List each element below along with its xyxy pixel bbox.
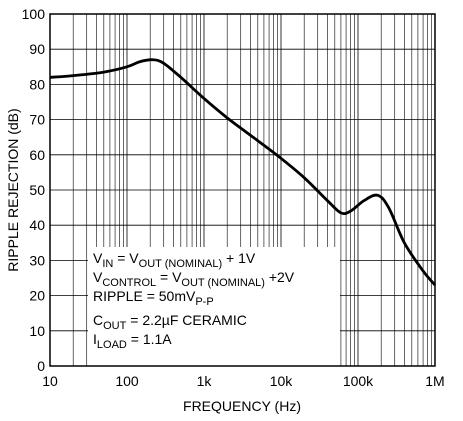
annotation-line: COUT = 2.2µF CERAMIC xyxy=(93,312,247,332)
annotation-subscript: P-P xyxy=(195,296,213,308)
annotation-text: = 1.1A xyxy=(127,331,172,347)
y-tick-label: 30 xyxy=(29,252,45,268)
annotation-subscript: OUT xyxy=(103,320,127,332)
annotation-line: ILOAD = 1.1A xyxy=(93,331,172,351)
annotation-text: V xyxy=(93,250,103,266)
annotation-text: = V xyxy=(156,269,182,285)
annotation-text: + 1V xyxy=(222,250,256,266)
y-tick-label: 20 xyxy=(29,288,45,304)
y-tick-label: 70 xyxy=(29,112,45,128)
x-axis-title: FREQUENCY (Hz) xyxy=(183,398,301,414)
x-tick-label: 1k xyxy=(197,373,213,389)
y-tick-label: 50 xyxy=(29,182,45,198)
annotation-subscript: CONTROL xyxy=(102,277,156,289)
y-axis-title: RIPPLE REJECTION (dB) xyxy=(5,108,21,271)
y-tick-label: 80 xyxy=(29,76,45,92)
y-tick-label: 40 xyxy=(29,217,45,233)
annotation-box xyxy=(88,247,340,366)
annotation-text: = 2.2µF CERAMIC xyxy=(126,312,246,328)
annotation-line: RIPPLE = 50mVP-P xyxy=(93,288,214,308)
annotation-line: VIN = VOUT (NOMINAL) + 1V xyxy=(93,250,256,270)
annotation-text: V xyxy=(93,269,103,285)
annotation-subscript: OUT (NOMINAL) xyxy=(139,258,223,270)
y-tick-label: 90 xyxy=(29,41,45,57)
annotation-text: I xyxy=(93,331,97,347)
x-tick-label: 1M xyxy=(425,373,444,389)
plot-frame xyxy=(49,13,436,367)
x-tick-label: 100k xyxy=(343,373,374,389)
annotation-text: = V xyxy=(113,250,139,266)
annotation-line: VCONTROL = VOUT (NOMINAL) +2V xyxy=(93,269,295,289)
y-tick-label: 10 xyxy=(29,323,45,339)
annotation-subscript: IN xyxy=(102,258,113,270)
x-tick-label: 10 xyxy=(42,373,58,389)
annotation-text: RIPPLE = 50mV xyxy=(93,288,196,304)
annotation-subscript: LOAD xyxy=(97,339,127,351)
annotation-text: C xyxy=(93,312,103,328)
y-tick-label: 0 xyxy=(37,358,45,374)
data-line xyxy=(49,58,437,286)
y-tick-label: 60 xyxy=(29,147,45,163)
annotation-subscript: OUT (NOMINAL) xyxy=(181,277,265,289)
y-tick-label: 100 xyxy=(22,6,46,22)
annotation-text: +2V xyxy=(265,269,295,285)
x-tick-label: 100 xyxy=(115,373,139,389)
x-tick-label: 10k xyxy=(270,373,294,389)
